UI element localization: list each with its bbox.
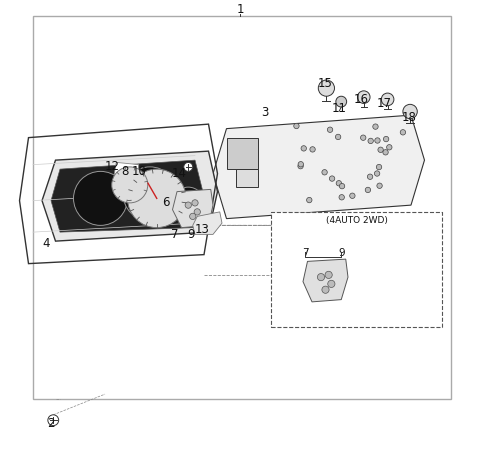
Bar [33,16,452,399]
Circle shape [194,209,201,215]
Circle shape [358,91,370,104]
Circle shape [112,167,148,203]
Circle shape [367,174,373,179]
Circle shape [381,93,394,106]
Circle shape [384,136,389,142]
Circle shape [339,183,345,189]
Polygon shape [51,160,204,232]
Circle shape [329,176,335,181]
Text: 6: 6 [162,197,169,209]
Circle shape [322,286,329,293]
Circle shape [336,181,342,186]
Text: 18: 18 [401,111,416,124]
Circle shape [318,80,335,96]
Circle shape [73,171,128,225]
Circle shape [317,273,324,281]
Text: 10: 10 [132,165,146,178]
Text: 9: 9 [338,248,345,258]
Circle shape [336,96,347,107]
Text: 5: 5 [113,201,120,214]
Text: 9: 9 [187,228,194,241]
Text: 1: 1 [236,3,244,16]
Text: 12: 12 [104,160,119,173]
Circle shape [373,124,378,129]
Circle shape [172,187,204,219]
Text: 15: 15 [318,77,333,90]
Polygon shape [193,212,222,234]
Circle shape [185,202,192,208]
Polygon shape [114,163,139,187]
Bar [272,212,443,326]
Circle shape [325,271,332,278]
Text: 3: 3 [261,106,268,119]
Circle shape [327,127,333,133]
Text: 2: 2 [47,417,55,430]
Circle shape [298,163,303,169]
Circle shape [360,135,366,140]
Circle shape [294,123,299,128]
Circle shape [400,129,406,135]
Circle shape [376,164,382,170]
Circle shape [128,169,186,227]
Circle shape [375,138,380,143]
Circle shape [190,213,196,220]
Circle shape [328,280,335,287]
Circle shape [184,163,193,171]
Circle shape [298,162,303,167]
Text: (4AUTO 2WD): (4AUTO 2WD) [326,217,388,225]
Circle shape [368,138,373,143]
Bar [227,138,258,169]
Polygon shape [213,115,424,219]
Text: 8: 8 [121,165,129,178]
Circle shape [192,200,198,206]
Polygon shape [303,259,348,302]
Circle shape [322,170,327,175]
Circle shape [349,193,355,198]
Text: 4: 4 [43,237,50,250]
Circle shape [48,415,59,425]
Circle shape [378,147,384,153]
Circle shape [403,104,417,119]
Polygon shape [42,151,217,241]
Circle shape [310,147,315,152]
Circle shape [374,171,380,176]
Circle shape [307,197,312,203]
Text: 7: 7 [171,228,179,241]
Circle shape [301,146,306,151]
Text: 7: 7 [302,248,309,258]
Circle shape [365,187,371,192]
Text: 16: 16 [354,93,369,106]
Polygon shape [172,189,213,227]
Circle shape [123,167,177,221]
Text: 17: 17 [376,98,392,110]
Text: 14: 14 [172,167,187,180]
Circle shape [339,195,344,200]
Circle shape [377,183,382,188]
Text: 11: 11 [332,102,347,115]
Circle shape [383,150,388,155]
Circle shape [386,144,392,150]
Circle shape [336,134,341,140]
Bar [236,169,258,187]
Text: 13: 13 [194,223,209,237]
